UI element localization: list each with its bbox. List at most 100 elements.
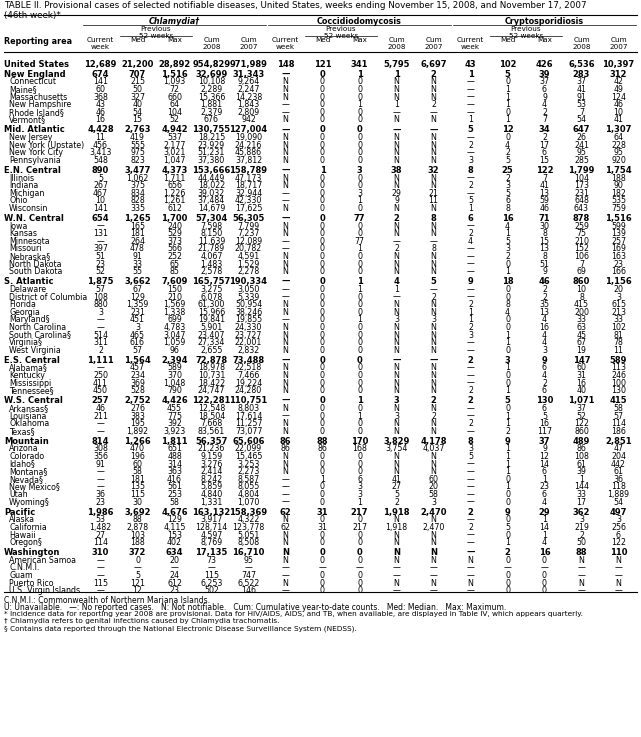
Text: Current
week: Current week	[272, 37, 299, 50]
Text: 113: 113	[611, 363, 626, 372]
Text: Tennessee§: Tennessee§	[9, 386, 54, 395]
Text: —: —	[467, 571, 474, 580]
Text: —: —	[97, 419, 104, 428]
Text: 153,666: 153,666	[192, 166, 231, 175]
Text: 0: 0	[505, 404, 510, 413]
Text: 53: 53	[96, 515, 106, 524]
Text: 10: 10	[96, 196, 106, 206]
Text: 102: 102	[499, 60, 516, 69]
Text: 15,465: 15,465	[235, 452, 262, 461]
Text: —: —	[540, 563, 549, 573]
Text: 0: 0	[320, 586, 325, 595]
Text: 31,343: 31,343	[233, 70, 265, 79]
Text: 122: 122	[611, 538, 626, 547]
Text: 23: 23	[613, 259, 624, 268]
Text: 2: 2	[431, 100, 436, 109]
Text: 264: 264	[130, 237, 145, 246]
Text: —: —	[615, 586, 622, 595]
Text: 4,942: 4,942	[161, 125, 188, 134]
Text: 23: 23	[96, 497, 106, 506]
Text: N: N	[394, 323, 399, 332]
Text: —: —	[208, 563, 215, 573]
Text: 12: 12	[540, 452, 549, 461]
Text: 0: 0	[505, 346, 510, 354]
Text: 12,689: 12,689	[85, 60, 117, 69]
Text: N: N	[283, 460, 288, 469]
Text: 13: 13	[540, 245, 549, 254]
Text: 10,731: 10,731	[198, 371, 225, 380]
Text: 1,889: 1,889	[608, 490, 629, 499]
Text: 59: 59	[540, 196, 549, 206]
Text: 122: 122	[574, 419, 589, 428]
Text: —: —	[281, 397, 290, 405]
Text: 2,470: 2,470	[420, 508, 447, 517]
Text: N: N	[283, 156, 288, 165]
Text: N: N	[431, 141, 437, 150]
Text: 219: 219	[574, 523, 589, 532]
Text: 1,811: 1,811	[161, 437, 188, 446]
Text: —: —	[281, 100, 290, 109]
Text: N: N	[283, 404, 288, 413]
Text: 2: 2	[468, 229, 473, 238]
Text: 878: 878	[573, 214, 590, 223]
Text: N: N	[283, 300, 288, 309]
Text: 0: 0	[320, 452, 325, 461]
Text: 392: 392	[167, 419, 182, 428]
Text: 65,606: 65,606	[232, 437, 265, 446]
Text: N: N	[431, 115, 437, 125]
Text: 890: 890	[92, 166, 109, 175]
Text: 4: 4	[505, 141, 510, 150]
Text: N: N	[283, 386, 288, 395]
Text: 10: 10	[576, 285, 587, 294]
Text: N: N	[431, 259, 437, 268]
Text: 24,280: 24,280	[235, 386, 262, 395]
Text: 31: 31	[317, 523, 328, 532]
Text: N: N	[394, 460, 399, 469]
Text: N: N	[283, 173, 288, 183]
Text: 2: 2	[98, 346, 103, 354]
Text: 73,488: 73,488	[233, 356, 265, 365]
Text: —: —	[467, 427, 474, 436]
Text: 88: 88	[133, 515, 142, 524]
Text: 0: 0	[320, 173, 325, 183]
Text: 759: 759	[611, 204, 626, 213]
Text: 9: 9	[542, 268, 547, 276]
Text: 37: 37	[576, 77, 587, 86]
Text: N: N	[394, 229, 399, 238]
Text: 252: 252	[167, 252, 182, 261]
Text: N: N	[394, 531, 399, 539]
Text: 2,763: 2,763	[124, 125, 151, 134]
Text: Missouri: Missouri	[9, 245, 42, 254]
Text: 122,281: 122,281	[192, 397, 231, 405]
Text: 5: 5	[467, 125, 474, 134]
Text: 135: 135	[130, 483, 145, 492]
Text: 442: 442	[611, 460, 626, 469]
Text: 91: 91	[133, 252, 142, 261]
Text: 1,047: 1,047	[163, 156, 186, 165]
Text: 0: 0	[320, 308, 325, 317]
Text: —: —	[578, 586, 585, 595]
Text: Maryland§: Maryland§	[9, 315, 49, 324]
Text: 204: 204	[611, 452, 626, 461]
Text: 18: 18	[502, 277, 513, 286]
Text: 1,529: 1,529	[237, 259, 260, 268]
Text: 200: 200	[574, 308, 589, 317]
Text: 419: 419	[130, 133, 145, 142]
Text: 228: 228	[611, 141, 626, 150]
Text: —: —	[281, 490, 290, 499]
Text: Reporting area: Reporting area	[4, 37, 72, 46]
Text: —: —	[281, 245, 290, 254]
Text: 4,428: 4,428	[87, 125, 114, 134]
Text: 1: 1	[357, 285, 362, 294]
Text: New York (Upstate): New York (Upstate)	[9, 141, 84, 150]
Text: N: N	[394, 379, 399, 388]
Text: 32,944: 32,944	[235, 189, 262, 198]
Text: 46: 46	[540, 204, 549, 213]
Text: 654: 654	[92, 214, 110, 223]
Text: 4: 4	[505, 308, 510, 317]
Text: 50,954: 50,954	[235, 300, 262, 309]
Text: 1,986: 1,986	[87, 508, 113, 517]
Text: 2: 2	[505, 173, 510, 183]
Text: N: N	[283, 427, 288, 436]
Text: 1,265: 1,265	[124, 214, 151, 223]
